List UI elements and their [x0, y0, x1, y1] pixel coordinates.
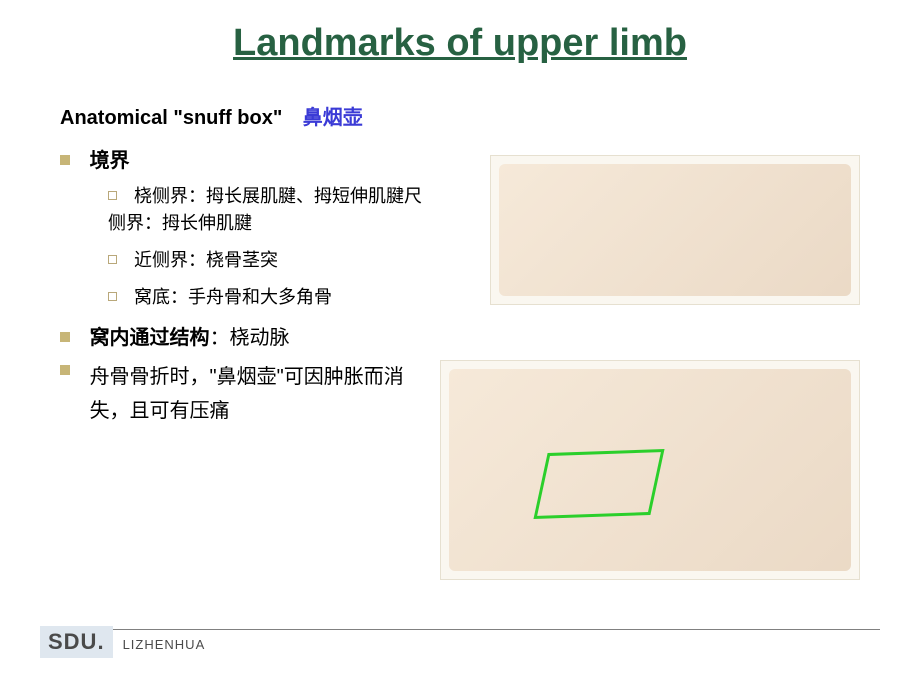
hollow-bullet-icon	[108, 191, 117, 200]
sub-text: 窝底：手舟骨和大多角骨	[134, 287, 332, 307]
footer-author: LIZHENHUA	[123, 637, 206, 652]
item-through: 窝内通过结构：桡动脉	[60, 321, 860, 350]
note-text: 舟骨骨折时，"鼻烟壶"可因肿胀而消失，且可有压痛	[90, 360, 430, 428]
subtitle-row: Anatomical "snuff box" 鼻烟壶	[60, 101, 860, 130]
boundaries-sublist: 桡侧界：拇长展肌腱、拇短伸肌腱尺侧界：拇长伸肌腱 近侧界：桡骨茎突 窝底：手舟骨…	[108, 183, 428, 311]
through-label: 窝内通过结构	[90, 327, 210, 349]
slide-root: Landmarks of upper limb Anatomical "snuf…	[0, 0, 920, 690]
square-bullet-icon	[60, 332, 70, 342]
subtitle-zh: 鼻烟壶	[303, 107, 363, 129]
footer-institution: SDU.	[40, 626, 113, 658]
sub-text: 近侧界：桡骨茎突	[134, 250, 278, 270]
figure-hand-surface	[490, 155, 860, 305]
figure-hand-dissection	[440, 360, 860, 580]
sub-item: 窝底：手舟骨和大多角骨	[108, 284, 428, 311]
slide-title: Landmarks of upper limb	[0, 0, 920, 71]
hollow-bullet-icon	[108, 292, 117, 301]
through-text: ：桡动脉	[210, 327, 290, 349]
subtitle-en: Anatomical "snuff box"	[60, 107, 282, 129]
boundaries-label: 境界	[90, 150, 130, 172]
sub-item: 桡侧界：拇长展肌腱、拇短伸肌腱尺侧界：拇长伸肌腱	[108, 183, 428, 237]
square-bullet-icon	[60, 155, 70, 165]
square-bullet-icon	[60, 365, 70, 375]
footer: SDU. LIZHENHUA	[40, 626, 205, 658]
hollow-bullet-icon	[108, 255, 117, 264]
sub-item: 近侧界：桡骨茎突	[108, 247, 428, 274]
sub-text: 桡侧界：拇长展肌腱、拇短伸肌腱尺侧界：拇长伸肌腱	[108, 186, 422, 233]
